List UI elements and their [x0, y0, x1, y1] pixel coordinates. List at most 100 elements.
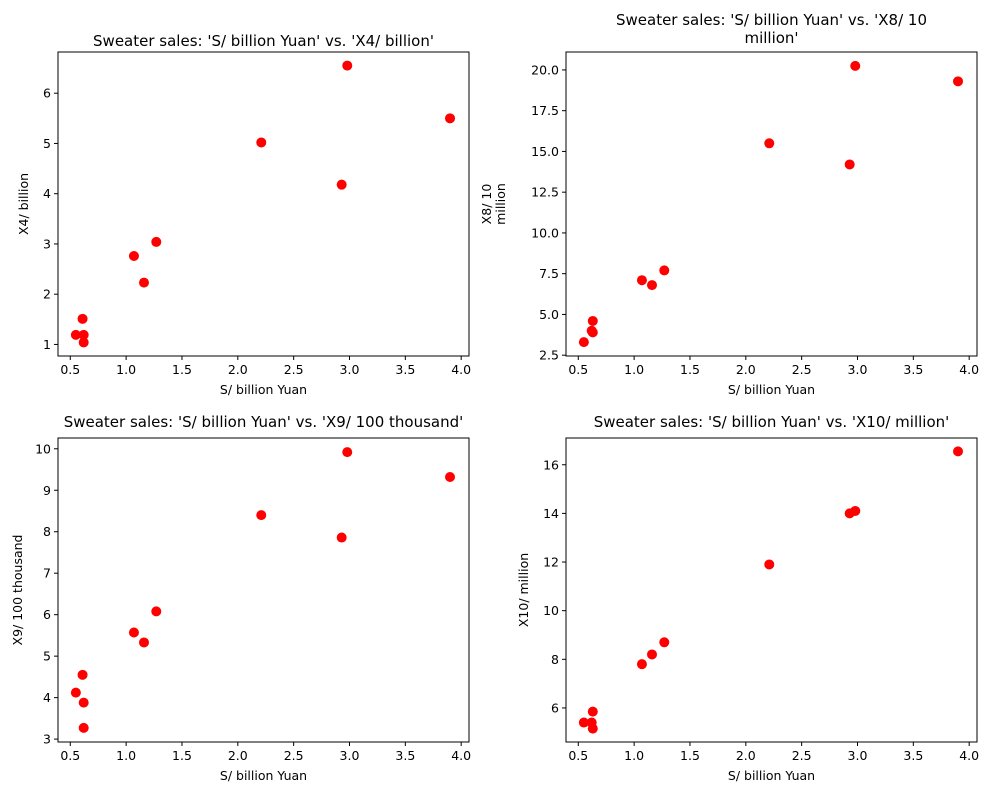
scatter-point — [587, 723, 598, 734]
x-tick-label: 1.0 — [116, 748, 136, 763]
scatter-point — [70, 329, 81, 340]
x-tick-label: 2.5 — [792, 362, 812, 377]
scatter-point — [587, 315, 598, 326]
y-tick-label: 10.0 — [531, 225, 559, 240]
x-tick-label: 3.5 — [395, 748, 415, 763]
y-tick-label: 15.0 — [531, 144, 559, 159]
scatter-point — [844, 159, 855, 170]
x-tick-label: 0.5 — [60, 748, 80, 763]
y-tick-label: 2 — [43, 287, 51, 302]
y-tick-label: 1 — [43, 337, 51, 352]
subplot-3: 0.5 1.0 1.5 2.0 2.5 3.0 3.5 4.0 3 4 5 6 7 8 9 10 Sweater… — [10, 413, 471, 783]
y-tick-label: 5 — [43, 136, 51, 151]
y-axis-label: X10/ million — [516, 553, 531, 627]
y-tick-label: 2.5 — [539, 348, 559, 363]
y-tick-label: 4 — [43, 186, 51, 201]
scatter-point — [138, 637, 149, 648]
scatter-point — [256, 510, 267, 521]
x-tick-label: 2.0 — [228, 362, 248, 377]
y-tick-label: 20.0 — [531, 62, 559, 77]
scatter-point — [77, 669, 88, 680]
scatter-point — [138, 277, 149, 288]
y-tick-label: 7.5 — [539, 266, 559, 281]
x-tick-label: 1.5 — [172, 748, 192, 763]
x-tick-label: 3.5 — [395, 362, 415, 377]
x-tick-label: 3.0 — [848, 748, 868, 763]
y-tick-label: 10 — [543, 603, 559, 618]
scatter-point — [636, 659, 647, 670]
scatter-point — [445, 113, 456, 124]
y-tick-label: 6 — [43, 86, 51, 101]
y-tick-label: 6 — [551, 700, 559, 715]
x-tick-label: 2.5 — [792, 748, 812, 763]
scatter-point — [342, 447, 353, 458]
x-axis-label: S/ billion Yuan — [220, 382, 307, 397]
scatter-point — [70, 687, 81, 698]
x-tick-label: 4.0 — [959, 362, 979, 377]
scatter-point — [953, 446, 964, 457]
axes-frame — [565, 437, 978, 743]
scatter-point — [578, 717, 589, 728]
chart-title: million' — [744, 29, 798, 47]
y-tick-label: 16 — [543, 457, 559, 472]
x-tick-label: 2.5 — [284, 748, 304, 763]
scatter-point — [151, 606, 162, 617]
chart-title: Sweater sales: 'S/ billion Yuan' vs. 'X9… — [64, 413, 464, 431]
y-tick-label: 7 — [43, 566, 51, 581]
x-tick-label: 1.0 — [624, 362, 644, 377]
y-tick-label: 17.5 — [531, 103, 559, 118]
subplot-2: 0.5 1.0 1.5 2.0 2.5 3.0 3.5 4.0 2.5 5.0 7.5 10.0 12.… — [479, 11, 979, 397]
y-tick-label: 9 — [43, 483, 51, 498]
x-tick-label: 0.5 — [60, 362, 80, 377]
scatter-point — [336, 532, 347, 543]
x-tick-label: 1.5 — [680, 748, 700, 763]
y-tick-label: 5 — [43, 649, 51, 664]
y-tick-label: 6 — [43, 607, 51, 622]
chart-title: Sweater sales: 'S/ billion Yuan' vs. 'X4… — [93, 32, 434, 50]
scatter-point — [764, 559, 775, 570]
y-tick-label: 8 — [551, 652, 559, 667]
axes-frame — [57, 437, 470, 743]
x-axis-label: S/ billion Yuan — [728, 382, 815, 397]
x-tick-label: 2.0 — [228, 748, 248, 763]
y-tick-label: 14 — [543, 506, 559, 521]
scatter-point — [78, 697, 89, 708]
y-tick-label: 8 — [43, 524, 51, 539]
x-tick-label: 4.0 — [451, 748, 471, 763]
x-tick-label: 2.5 — [284, 362, 304, 377]
x-axis-label: S/ billion Yuan — [220, 768, 307, 783]
scatter-point — [953, 76, 964, 87]
axes-frame — [565, 51, 978, 357]
x-tick-label: 2.0 — [736, 362, 756, 377]
y-tick-label: 12 — [543, 555, 559, 570]
scatter-point — [78, 337, 89, 348]
x-tick-label: 0.5 — [568, 362, 588, 377]
x-tick-label: 3.5 — [903, 362, 923, 377]
x-tick-label: 3.0 — [848, 362, 868, 377]
x-tick-label: 1.5 — [680, 362, 700, 377]
subplot-4: 0.5 1.0 1.5 2.0 2.5 3.0 3.5 4.0 6 8 10 12 14 16 Sweate… — [516, 413, 979, 783]
axes-frame — [57, 51, 470, 357]
scatter-point — [336, 179, 347, 190]
x-tick-label: 1.0 — [116, 362, 136, 377]
scatter-point — [128, 627, 139, 638]
x-tick-label: 4.0 — [451, 362, 471, 377]
scatter-point — [151, 236, 162, 247]
scatter-point — [128, 251, 139, 262]
scatter-point — [659, 637, 670, 648]
x-tick-label: 2.0 — [736, 748, 756, 763]
x-tick-label: 3.0 — [340, 748, 360, 763]
x-tick-label: 3.0 — [340, 362, 360, 377]
scatter-point — [578, 337, 589, 348]
scatter-point — [646, 280, 657, 291]
y-tick-label: 12.5 — [531, 185, 559, 200]
x-tick-label: 3.5 — [903, 748, 923, 763]
x-tick-label: 1.0 — [624, 748, 644, 763]
y-axis-label: X4/ billion — [16, 173, 31, 235]
scatter-point — [659, 265, 670, 276]
subplot-1: 0.5 1.0 1.5 2.0 2.5 3.0 3.5 4.0 1 2 3 4 5 6 Sweater sa… — [16, 32, 471, 397]
scatter-point — [764, 138, 775, 149]
x-axis-label: S/ billion Yuan — [728, 768, 815, 783]
scatter-point — [78, 329, 89, 340]
